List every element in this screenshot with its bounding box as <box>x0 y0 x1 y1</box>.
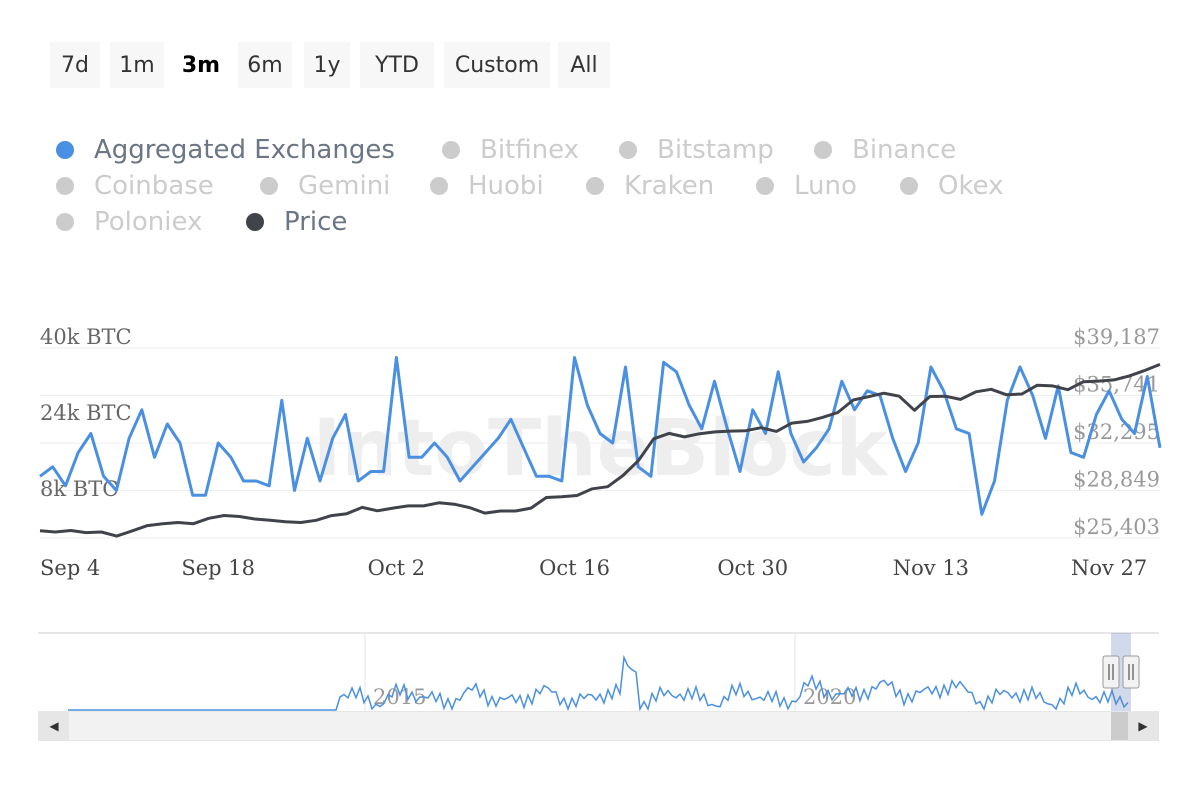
x-axis: Sep 4 Sep 18 Oct 2 Oct 16 Oct 30 Nov 13 Nov 27 <box>40 556 1147 580</box>
legend-item-poloniex[interactable]: Poloniex <box>56 204 202 240</box>
x-tick-label: Sep 18 <box>181 556 255 580</box>
legend-dot-icon <box>56 141 74 159</box>
grid-lines <box>40 347 1160 539</box>
x-tick-label: Oct 30 <box>717 556 788 580</box>
legend-label: Gemini <box>298 171 391 201</box>
legend-item-kraken[interactable]: Kraken <box>586 168 714 204</box>
legend-item-gemini[interactable]: Gemini <box>260 168 390 204</box>
x-tick-label: Nov 13 <box>893 556 969 580</box>
legend-label: Bitfinex <box>480 135 580 165</box>
navigator-series-line <box>68 654 1129 712</box>
legend-dot-icon <box>619 141 637 159</box>
y-left-tick-label: 8k BTC <box>40 477 118 501</box>
y-right-tick-label: $28,849 <box>1073 468 1160 492</box>
legend-dot-icon <box>442 141 460 159</box>
x-tick-label: Nov 27 <box>1071 556 1147 580</box>
scroll-left-arrow-icon[interactable]: ◀ <box>39 712 69 740</box>
legend-label: Price <box>284 207 348 237</box>
legend-dot-icon <box>586 177 604 195</box>
range-button-7d[interactable]: 7d <box>50 42 100 88</box>
legend-label: Huobi <box>468 171 544 201</box>
legend-item-binance[interactable]: Binance <box>814 132 956 168</box>
range-button-1y[interactable]: 1y <box>304 42 350 88</box>
y-right-tick-label: $32,295 <box>1073 420 1160 444</box>
y-left-tick-label: 40k BTC <box>40 325 132 349</box>
legend-item-bitfinex[interactable]: Bitfinex <box>442 132 579 168</box>
y-right-tick-label: $25,403 <box>1073 515 1160 539</box>
navigator[interactable]: 2015 2020 <box>0 628 1200 718</box>
legend-label: Bitstamp <box>657 135 774 165</box>
chart-legend: Aggregated Exchanges Bitfinex Bitstamp B… <box>0 128 1200 248</box>
legend-item-price[interactable]: Price <box>246 204 347 240</box>
series-lines <box>39 356 1162 538</box>
watermark: IntoTheBlock <box>313 404 890 494</box>
legend-item-luno[interactable]: Luno <box>756 168 857 204</box>
legend-dot-icon <box>814 141 832 159</box>
x-tick-label: Oct 2 <box>368 556 425 580</box>
x-tick-label: Sep 4 <box>40 556 100 580</box>
scroll-thumb[interactable] <box>1111 712 1131 740</box>
range-button-ytd[interactable]: YTD <box>360 42 434 88</box>
legend-dot-icon <box>430 177 448 195</box>
navigator-series <box>68 654 1129 712</box>
scroll-right-arrow-icon[interactable]: ▶ <box>1128 712 1158 740</box>
y-right-tick-label: $39,187 <box>1073 325 1160 349</box>
legend-dot-icon <box>260 177 278 195</box>
legend-dot-icon <box>900 177 918 195</box>
x-tick-label: Oct 16 <box>539 556 610 580</box>
legend-label: Coinbase <box>94 171 214 201</box>
scrollbar[interactable]: ◀ ▶ <box>38 711 1159 741</box>
legend-item-aggregated-exchanges[interactable]: Aggregated Exchanges <box>56 132 395 168</box>
series-line-aggregated-exchanges <box>39 356 1162 516</box>
legend-item-bitstamp[interactable]: Bitstamp <box>619 132 774 168</box>
legend-label: Kraken <box>624 171 715 201</box>
navigator-handle-right[interactable] <box>1122 655 1140 689</box>
legend-dot-icon <box>756 177 774 195</box>
main-chart: IntoTheBlock 40k BTC 24k BTC 8k BTC $39,18… <box>39 325 1162 580</box>
legend-label: Binance <box>852 135 957 165</box>
legend-label: Okex <box>938 171 1004 201</box>
y-left-tick-label: 24k BTC <box>40 401 132 425</box>
legend-label: Poloniex <box>94 207 203 237</box>
range-button-all[interactable]: All <box>558 42 610 88</box>
navigator-handle-left[interactable] <box>1102 655 1120 689</box>
legend-dot-icon <box>56 177 74 195</box>
range-button-6m[interactable]: 6m <box>238 42 292 88</box>
legend-dot-icon <box>56 213 74 231</box>
navigator-selection[interactable] <box>1111 633 1131 711</box>
legend-dot-icon <box>246 213 264 231</box>
range-button-1m[interactable]: 1m <box>110 42 164 88</box>
legend-label: Aggregated Exchanges <box>94 135 395 165</box>
y-axis-left: 40k BTC 24k BTC 8k BTC <box>40 325 132 501</box>
series-line-price <box>39 363 1161 538</box>
legend-item-coinbase[interactable]: Coinbase <box>56 168 214 204</box>
legend-item-okex[interactable]: Okex <box>900 168 1004 204</box>
y-axis-right: $39,187$35,741$32,295$28,849$25,403 <box>1073 325 1160 539</box>
legend-label: Luno <box>794 171 857 201</box>
range-button-3m[interactable]: 3m <box>174 42 228 88</box>
legend-item-huobi[interactable]: Huobi <box>430 168 544 204</box>
range-button-custom[interactable]: Custom <box>444 42 550 88</box>
